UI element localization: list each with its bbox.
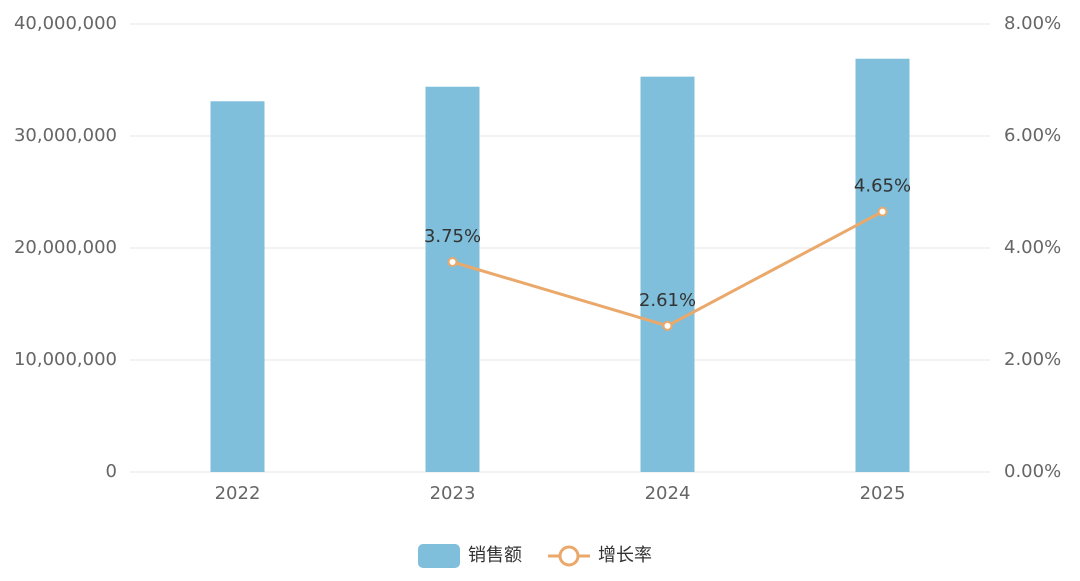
y2-tick-label: 8.00% [1004,13,1061,34]
x-tick-label: 2023 [430,483,476,504]
legend-swatch [558,545,580,567]
line-point [447,257,458,267]
y-tick-label: 20,000,000 [14,237,117,258]
y-tick-label: 0 [106,461,117,482]
y2-tick-label: 0.00% [1004,461,1061,482]
y2-tick-label: 4.00% [1004,237,1061,258]
legend-label: 销售额 [468,545,522,566]
x-tick-label: 2025 [860,483,906,504]
y-tick-label: 10,000,000 [14,349,117,370]
data-label: 2.61% [639,290,696,311]
x-tick-label: 2022 [215,483,261,504]
x-tick-label: 2024 [645,483,691,504]
data-label: 3.75% [424,226,481,247]
bar [855,58,910,472]
line-point [877,206,888,217]
bar [425,86,480,472]
y-tick-label: 40,000,000 [14,13,117,34]
data-label: 4.65% [854,176,911,197]
line-point [662,320,673,331]
y2-tick-label: 6.00% [1004,125,1061,146]
legend-label: 增长率 [598,545,652,566]
bar [210,101,265,472]
bar [640,76,695,472]
y2-tick-label: 2.00% [1004,349,1061,370]
legend-swatch [418,544,460,568]
y-tick-label: 30,000,000 [14,125,117,146]
